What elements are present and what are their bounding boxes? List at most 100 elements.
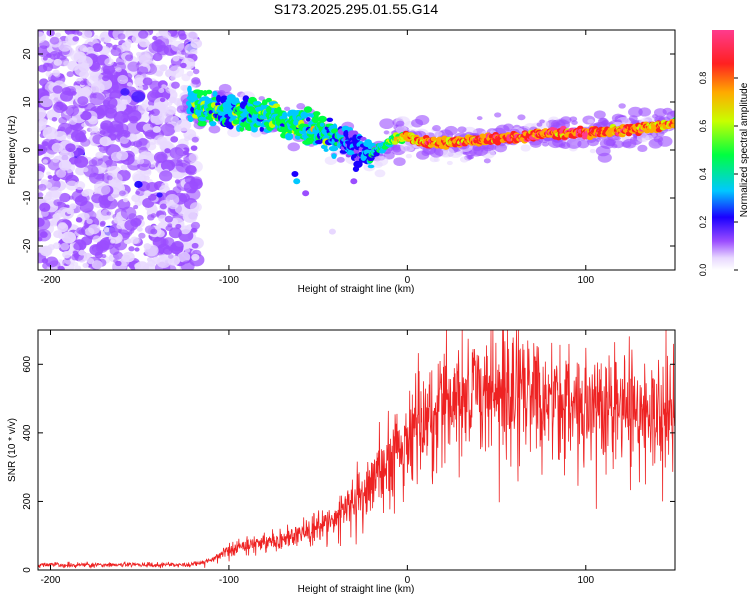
noise-blob xyxy=(131,91,146,103)
ridge-blob xyxy=(367,141,373,150)
noise-blob xyxy=(46,171,51,176)
halo-blob xyxy=(296,103,306,110)
noise-blob xyxy=(82,167,89,173)
noise-blob xyxy=(168,227,182,239)
noise-blob xyxy=(53,199,62,207)
noise-blob xyxy=(60,90,74,102)
noise-blob xyxy=(160,123,176,137)
ridge-blob xyxy=(187,116,194,123)
halo-blob xyxy=(476,116,483,121)
noise-blob xyxy=(80,30,93,39)
noise-blob xyxy=(150,122,156,128)
noise-blob xyxy=(122,197,129,203)
ridge-blob xyxy=(276,106,282,113)
halo-blob xyxy=(411,118,424,128)
noise-blob xyxy=(58,116,68,125)
snr-xtick-label-0: -200 xyxy=(40,575,60,586)
colorbar-tick-label-0: 0.0 xyxy=(698,264,708,277)
halo-blob xyxy=(446,160,453,166)
ridge-blob xyxy=(252,100,262,106)
noise-blob xyxy=(129,236,140,245)
ridge-blob xyxy=(259,126,265,132)
ridge-blob xyxy=(226,94,236,102)
noise-blob xyxy=(138,54,153,66)
ridge-blob xyxy=(430,136,438,142)
noise-blob xyxy=(150,228,158,235)
ridge-blob xyxy=(346,150,356,156)
noise-blob xyxy=(60,242,70,251)
noise-blob xyxy=(162,246,174,255)
noise-blob xyxy=(190,221,201,230)
noise-blob xyxy=(119,190,126,197)
halo-blob xyxy=(429,156,439,163)
noise-blob xyxy=(54,32,62,38)
noise-blob xyxy=(138,137,148,146)
noise-blob xyxy=(124,54,134,62)
noise-blob xyxy=(54,210,65,219)
snr-panel: -200 -100 0 100 0 200 400 600 Height of straigh… xyxy=(7,329,676,595)
noise-blob xyxy=(129,141,136,146)
noise-blob xyxy=(158,88,165,93)
noise-blob xyxy=(81,122,87,128)
noise-blob xyxy=(38,192,44,198)
noise-blob xyxy=(76,227,85,235)
noise-blob xyxy=(136,226,143,232)
noise-blob xyxy=(165,193,180,206)
noise-blob xyxy=(191,136,199,143)
ridge-blob xyxy=(205,89,213,95)
halo-blob xyxy=(589,148,596,154)
spec-ytick-label-1: -10 xyxy=(22,190,33,205)
noise-blob xyxy=(116,150,129,161)
noise-blob xyxy=(149,138,157,145)
halo-blob xyxy=(593,110,606,119)
colorbar-tick-label-3: 0.6 xyxy=(698,120,708,133)
ridge-blob xyxy=(303,106,313,113)
halo-blob xyxy=(258,96,265,101)
halo-blob xyxy=(379,118,395,130)
isolated-blob-3 xyxy=(302,190,310,197)
noise-blob xyxy=(52,85,63,94)
noise-blob xyxy=(143,190,152,197)
noise-blob xyxy=(103,197,118,210)
ridge-blob xyxy=(305,117,311,122)
noise-blob xyxy=(160,238,169,246)
noise-blob xyxy=(108,178,117,186)
noise-blob xyxy=(113,216,122,224)
noise-blob xyxy=(119,101,128,108)
noise-blob xyxy=(47,135,53,140)
noise-blob xyxy=(117,33,126,40)
halo-blob xyxy=(648,138,663,149)
noise-blob xyxy=(147,105,155,111)
noise-blob xyxy=(44,194,52,201)
halo-blob xyxy=(284,106,291,111)
noise-blob xyxy=(182,210,198,223)
noise-blob xyxy=(39,202,51,212)
noise-blob xyxy=(134,180,143,188)
colorbar-tick-label-4: 0.8 xyxy=(698,72,708,85)
ridge-blob xyxy=(328,145,339,152)
noise-blob xyxy=(72,250,78,255)
noise-blob xyxy=(164,148,171,154)
halo-blob xyxy=(432,125,441,132)
ridge-blob xyxy=(332,123,338,131)
noise-blob xyxy=(86,46,95,54)
ridge-blob xyxy=(209,120,217,127)
noise-blob xyxy=(68,195,74,200)
halo-blob xyxy=(208,125,221,134)
noise-blob xyxy=(66,207,75,215)
noise-blob xyxy=(152,53,163,62)
noise-blob xyxy=(101,254,107,259)
ridge-blob xyxy=(215,94,222,103)
noise-blob xyxy=(38,170,45,180)
spec-ytick-label-3: 10 xyxy=(22,96,33,108)
noise-blob xyxy=(174,204,187,214)
halo-blob xyxy=(393,157,406,167)
noise-blob xyxy=(127,61,140,72)
noise-blob xyxy=(134,263,141,269)
noise-blob xyxy=(184,248,191,253)
noise-blob xyxy=(188,153,199,162)
halo-blob xyxy=(494,143,508,153)
noise-blob xyxy=(144,129,157,140)
noise-blob xyxy=(73,242,84,251)
